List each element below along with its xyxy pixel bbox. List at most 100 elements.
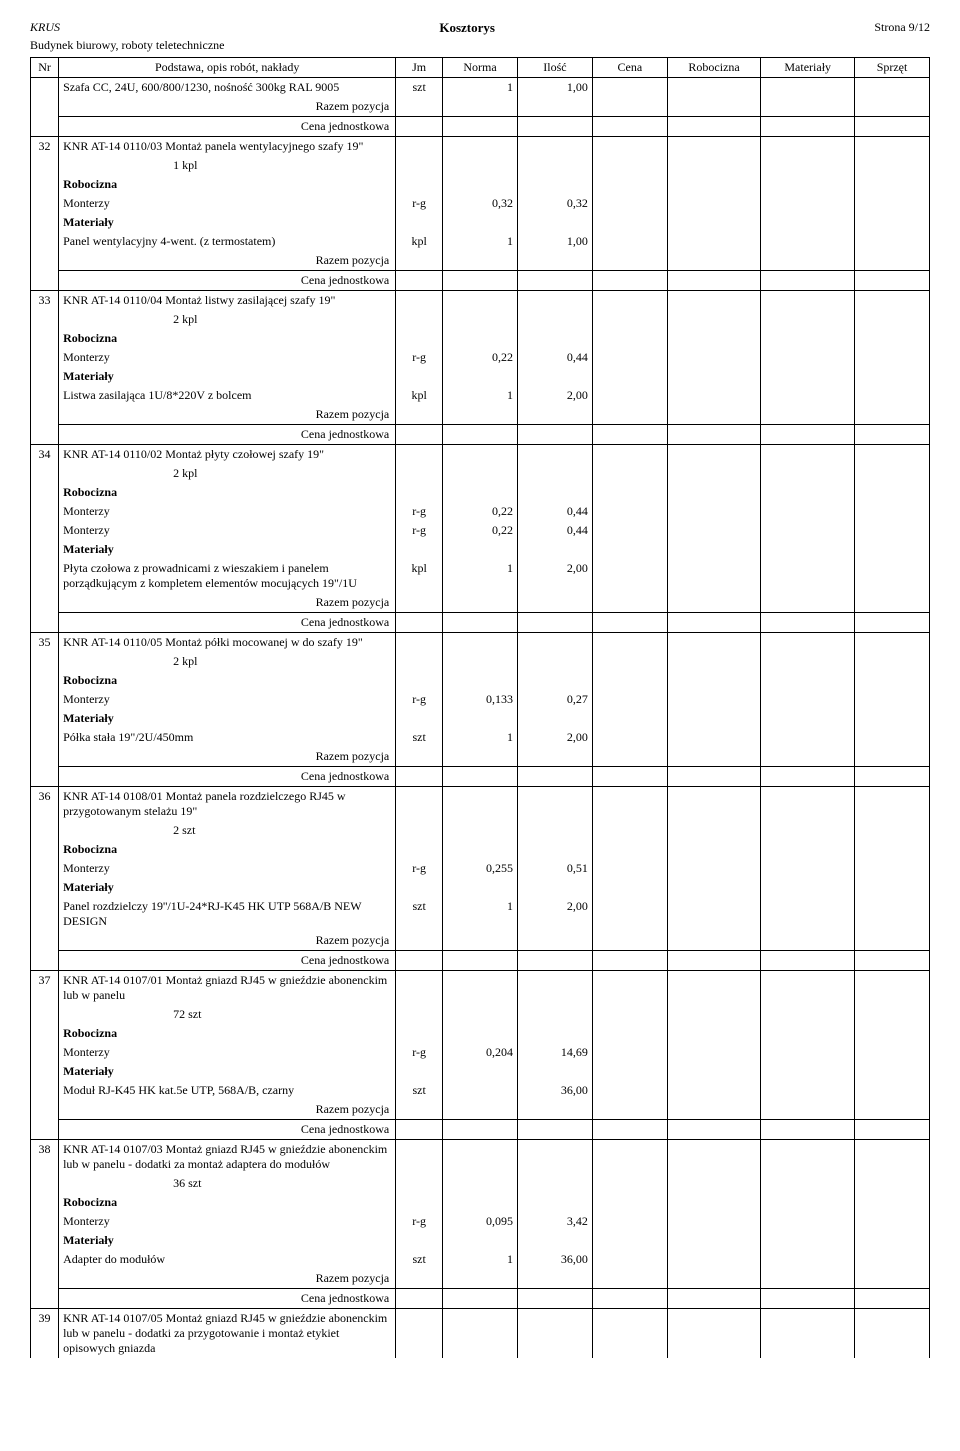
empty-cell [517, 593, 592, 613]
empty-cell [443, 213, 518, 232]
empty-cell [667, 1062, 761, 1081]
norma-cell: 0,22 [443, 502, 518, 521]
empty-cell [761, 897, 855, 931]
empty-cell [667, 97, 761, 117]
empty-cell [855, 1005, 930, 1024]
empty-cell [396, 593, 443, 613]
empty-cell [761, 1212, 855, 1231]
empty-cell [855, 1024, 930, 1043]
section-label: Robocizna [59, 483, 396, 502]
nr-cell [31, 593, 59, 613]
cenaj-row: Cena jednostkowa [31, 117, 930, 137]
empty-cell [517, 445, 592, 465]
empty-cell [761, 464, 855, 483]
empty-cell [855, 709, 930, 728]
norma-cell: 1 [443, 559, 518, 593]
desc-cell: Listwa zasilająca 1U/8*220V z bolcem [59, 386, 396, 405]
empty-cell [667, 540, 761, 559]
ilosc-cell: 0,51 [517, 859, 592, 878]
nr-cell [31, 97, 59, 117]
label-row: Materiały [31, 1062, 930, 1081]
empty-cell [855, 1174, 930, 1193]
empty-cell [517, 671, 592, 690]
nr-cell [31, 859, 59, 878]
empty-cell [855, 137, 930, 157]
empty-cell [761, 1289, 855, 1309]
table-row: Półka stała 19"/2U/450mmszt12,00 [31, 728, 930, 747]
razem-label: Razem pozycja [59, 405, 396, 425]
empty-cell [761, 1309, 855, 1359]
cenaj-label: Cena jednostkowa [59, 271, 396, 291]
empty-cell [667, 840, 761, 859]
razem-label: Razem pozycja [59, 1269, 396, 1289]
empty-cell [396, 251, 443, 271]
empty-cell [517, 1005, 592, 1024]
empty-cell [396, 271, 443, 291]
empty-cell [443, 271, 518, 291]
empty-cell [855, 348, 930, 367]
empty-cell [667, 613, 761, 633]
section-label: Robocizna [59, 1193, 396, 1212]
position-title: KNR AT-14 0107/05 Montaż gniazd RJ45 w g… [59, 1309, 396, 1359]
empty-cell [396, 971, 443, 1006]
empty-cell [396, 671, 443, 690]
nr-cell [31, 310, 59, 329]
empty-cell [443, 931, 518, 951]
nr-cell [31, 521, 59, 540]
empty-cell [592, 709, 667, 728]
empty-cell [396, 464, 443, 483]
table-row: Monterzyr-g0,220,44 [31, 521, 930, 540]
empty-cell [761, 213, 855, 232]
empty-cell [667, 329, 761, 348]
norma-cell: 1 [443, 897, 518, 931]
qty-cell: 2 kpl [59, 652, 396, 671]
empty-cell [396, 821, 443, 840]
empty-cell [592, 156, 667, 175]
qty-row: 2 kpl [31, 310, 930, 329]
empty-cell [592, 633, 667, 653]
nr-cell: 32 [31, 137, 59, 157]
empty-cell [592, 271, 667, 291]
empty-cell [761, 1081, 855, 1100]
nr-cell [31, 1289, 59, 1309]
empty-cell [592, 194, 667, 213]
empty-cell [667, 690, 761, 709]
empty-cell [592, 175, 667, 194]
empty-cell [443, 1309, 518, 1359]
empty-cell [855, 951, 930, 971]
doc-subtitle: Budynek biurowy, roboty teletechniczne [30, 38, 930, 53]
empty-cell [667, 310, 761, 329]
ilosc-cell: 0,32 [517, 194, 592, 213]
table-row: Monterzyr-g0,2550,51 [31, 859, 930, 878]
empty-cell [761, 1100, 855, 1120]
empty-cell [592, 859, 667, 878]
empty-cell [855, 1120, 930, 1140]
empty-cell [855, 728, 930, 747]
empty-cell [667, 652, 761, 671]
empty-cell [667, 787, 761, 822]
empty-cell [592, 652, 667, 671]
empty-cell [855, 1212, 930, 1231]
empty-cell [855, 1309, 930, 1359]
empty-cell [396, 310, 443, 329]
empty-cell [592, 251, 667, 271]
empty-cell [667, 156, 761, 175]
page-number: Strona 9/12 [874, 20, 930, 36]
empty-cell [761, 1043, 855, 1062]
nr-cell [31, 1174, 59, 1193]
empty-cell [443, 367, 518, 386]
norma-cell: 0,204 [443, 1043, 518, 1062]
position-title: KNR AT-14 0110/03 Montaż panela wentylac… [59, 137, 396, 157]
empty-cell [396, 878, 443, 897]
jm-cell: kpl [396, 559, 443, 593]
empty-cell [396, 1289, 443, 1309]
section-label: Materiały [59, 367, 396, 386]
empty-cell [761, 1120, 855, 1140]
empty-cell [592, 502, 667, 521]
empty-cell [855, 931, 930, 951]
empty-cell [592, 1289, 667, 1309]
empty-cell [592, 1193, 667, 1212]
empty-cell [592, 329, 667, 348]
ilosc-cell: 36,00 [517, 1081, 592, 1100]
empty-cell [517, 931, 592, 951]
